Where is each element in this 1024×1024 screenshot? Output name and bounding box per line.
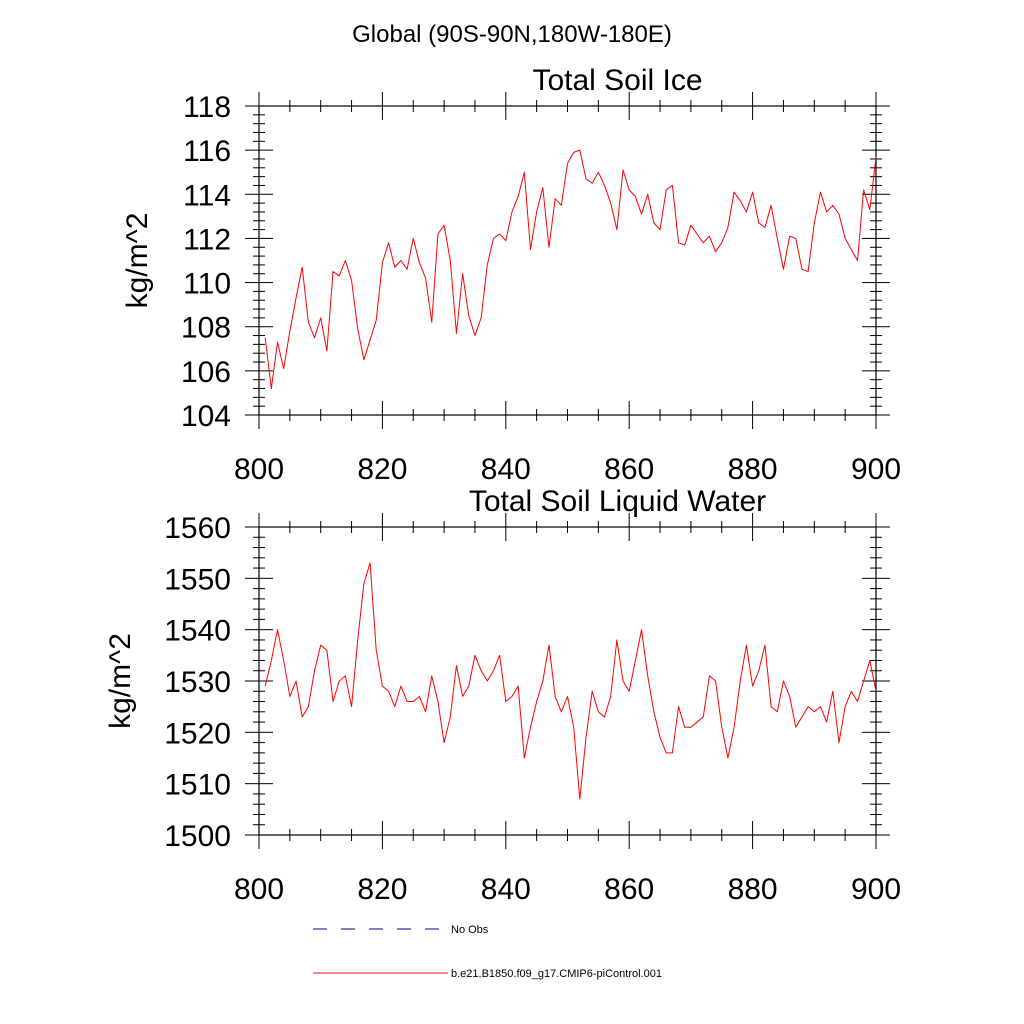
y-tick-label: 1520 bbox=[164, 717, 231, 750]
x-tick-label: 900 bbox=[851, 453, 901, 486]
x-tick-label: 820 bbox=[357, 453, 407, 486]
plot-frame bbox=[258, 105, 877, 416]
y-tick-label: 1560 bbox=[164, 512, 231, 545]
x-tick-label: 880 bbox=[728, 453, 778, 486]
x-tick-label: 880 bbox=[728, 873, 778, 906]
x-tick-label: 800 bbox=[234, 453, 284, 486]
y-tick-label: 110 bbox=[183, 268, 231, 301]
page-title: Global (90S-90N,180W-180E) bbox=[352, 21, 672, 48]
y-tick-label: 1540 bbox=[164, 615, 231, 648]
chart-title: Total Soil Liquid Water bbox=[469, 485, 766, 518]
series-line-1 bbox=[264, 562, 877, 800]
y-axis-label: kg/m^2 bbox=[104, 633, 137, 729]
series-line-1 bbox=[264, 149, 877, 390]
chart-panels: Total Soil Ice kg/m^2 800 820 840 860 880 900 10… bbox=[104, 64, 901, 906]
y-tick-label: 1510 bbox=[164, 769, 231, 802]
chart-title: Total Soil Ice bbox=[532, 64, 702, 97]
x-tick-label: 800 bbox=[234, 873, 284, 906]
y-tick-label: 114 bbox=[183, 179, 231, 212]
y-tick-label: 1550 bbox=[164, 563, 231, 596]
y-tick-label: 104 bbox=[181, 400, 231, 433]
legend: No Obs b.e21.B1850.f09_g17.CMIP6-piContro… bbox=[313, 924, 662, 980]
y-tick-label: 106 bbox=[181, 356, 231, 389]
x-tick-label: 860 bbox=[604, 873, 654, 906]
y-tick-label: 118 bbox=[183, 91, 231, 124]
x-tick-label: 860 bbox=[604, 453, 654, 486]
y-tick-label: 108 bbox=[181, 312, 231, 345]
y-tick-label: 116 bbox=[183, 135, 231, 168]
y-tick-label: 112 bbox=[183, 223, 231, 256]
chart-panel-1: Total Soil Ice kg/m^2 800 820 840 860 880 900 10… bbox=[121, 64, 901, 486]
x-tick-label: 840 bbox=[481, 453, 531, 486]
x-tick-label: 840 bbox=[481, 873, 531, 906]
legend-label-2: b.e21.B1850.f09_g17.CMIP6-piControl.001 bbox=[451, 968, 662, 980]
chart-panel-2: Total Soil Liquid Water kg/m^2 800 820 840 86… bbox=[104, 485, 901, 906]
legend-label-1: No Obs bbox=[451, 924, 489, 936]
x-tick-label: 820 bbox=[357, 873, 407, 906]
y-axis-label: kg/m^2 bbox=[121, 213, 154, 309]
y-tick-label: 1500 bbox=[164, 820, 231, 853]
y-tick-label: 1530 bbox=[164, 666, 231, 699]
x-tick-label: 900 bbox=[851, 873, 901, 906]
